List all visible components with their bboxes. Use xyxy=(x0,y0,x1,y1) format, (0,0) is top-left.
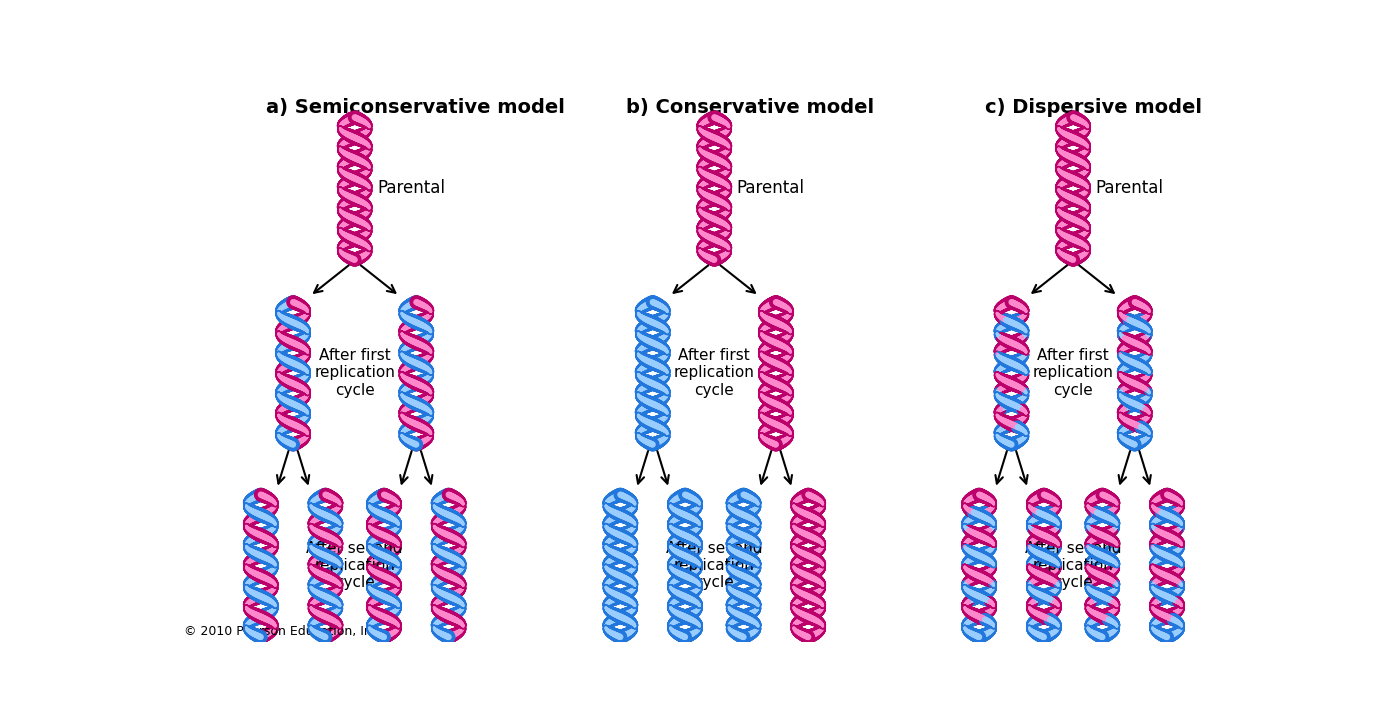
Text: After first
replication
cycle: After first replication cycle xyxy=(1032,348,1113,398)
Text: Parental: Parental xyxy=(378,179,444,197)
Text: © 2010 Pearson Education, Inc.: © 2010 Pearson Education, Inc. xyxy=(184,625,383,638)
Text: After second
replication
cycle: After second replication cycle xyxy=(1025,541,1121,590)
Text: Parental: Parental xyxy=(1095,179,1163,197)
Text: c) Dispersive model: c) Dispersive model xyxy=(985,98,1202,117)
Text: After second
replication
cycle: After second replication cycle xyxy=(666,541,762,590)
Text: After second
replication
cycle: After second replication cycle xyxy=(306,541,403,590)
Text: b) Conservative model: b) Conservative model xyxy=(625,98,873,117)
Text: a) Semiconservative model: a) Semiconservative model xyxy=(266,98,566,117)
Text: After first
replication
cycle: After first replication cycle xyxy=(674,348,755,398)
Text: After first
replication
cycle: After first replication cycle xyxy=(315,348,396,398)
Text: Parental: Parental xyxy=(737,179,805,197)
